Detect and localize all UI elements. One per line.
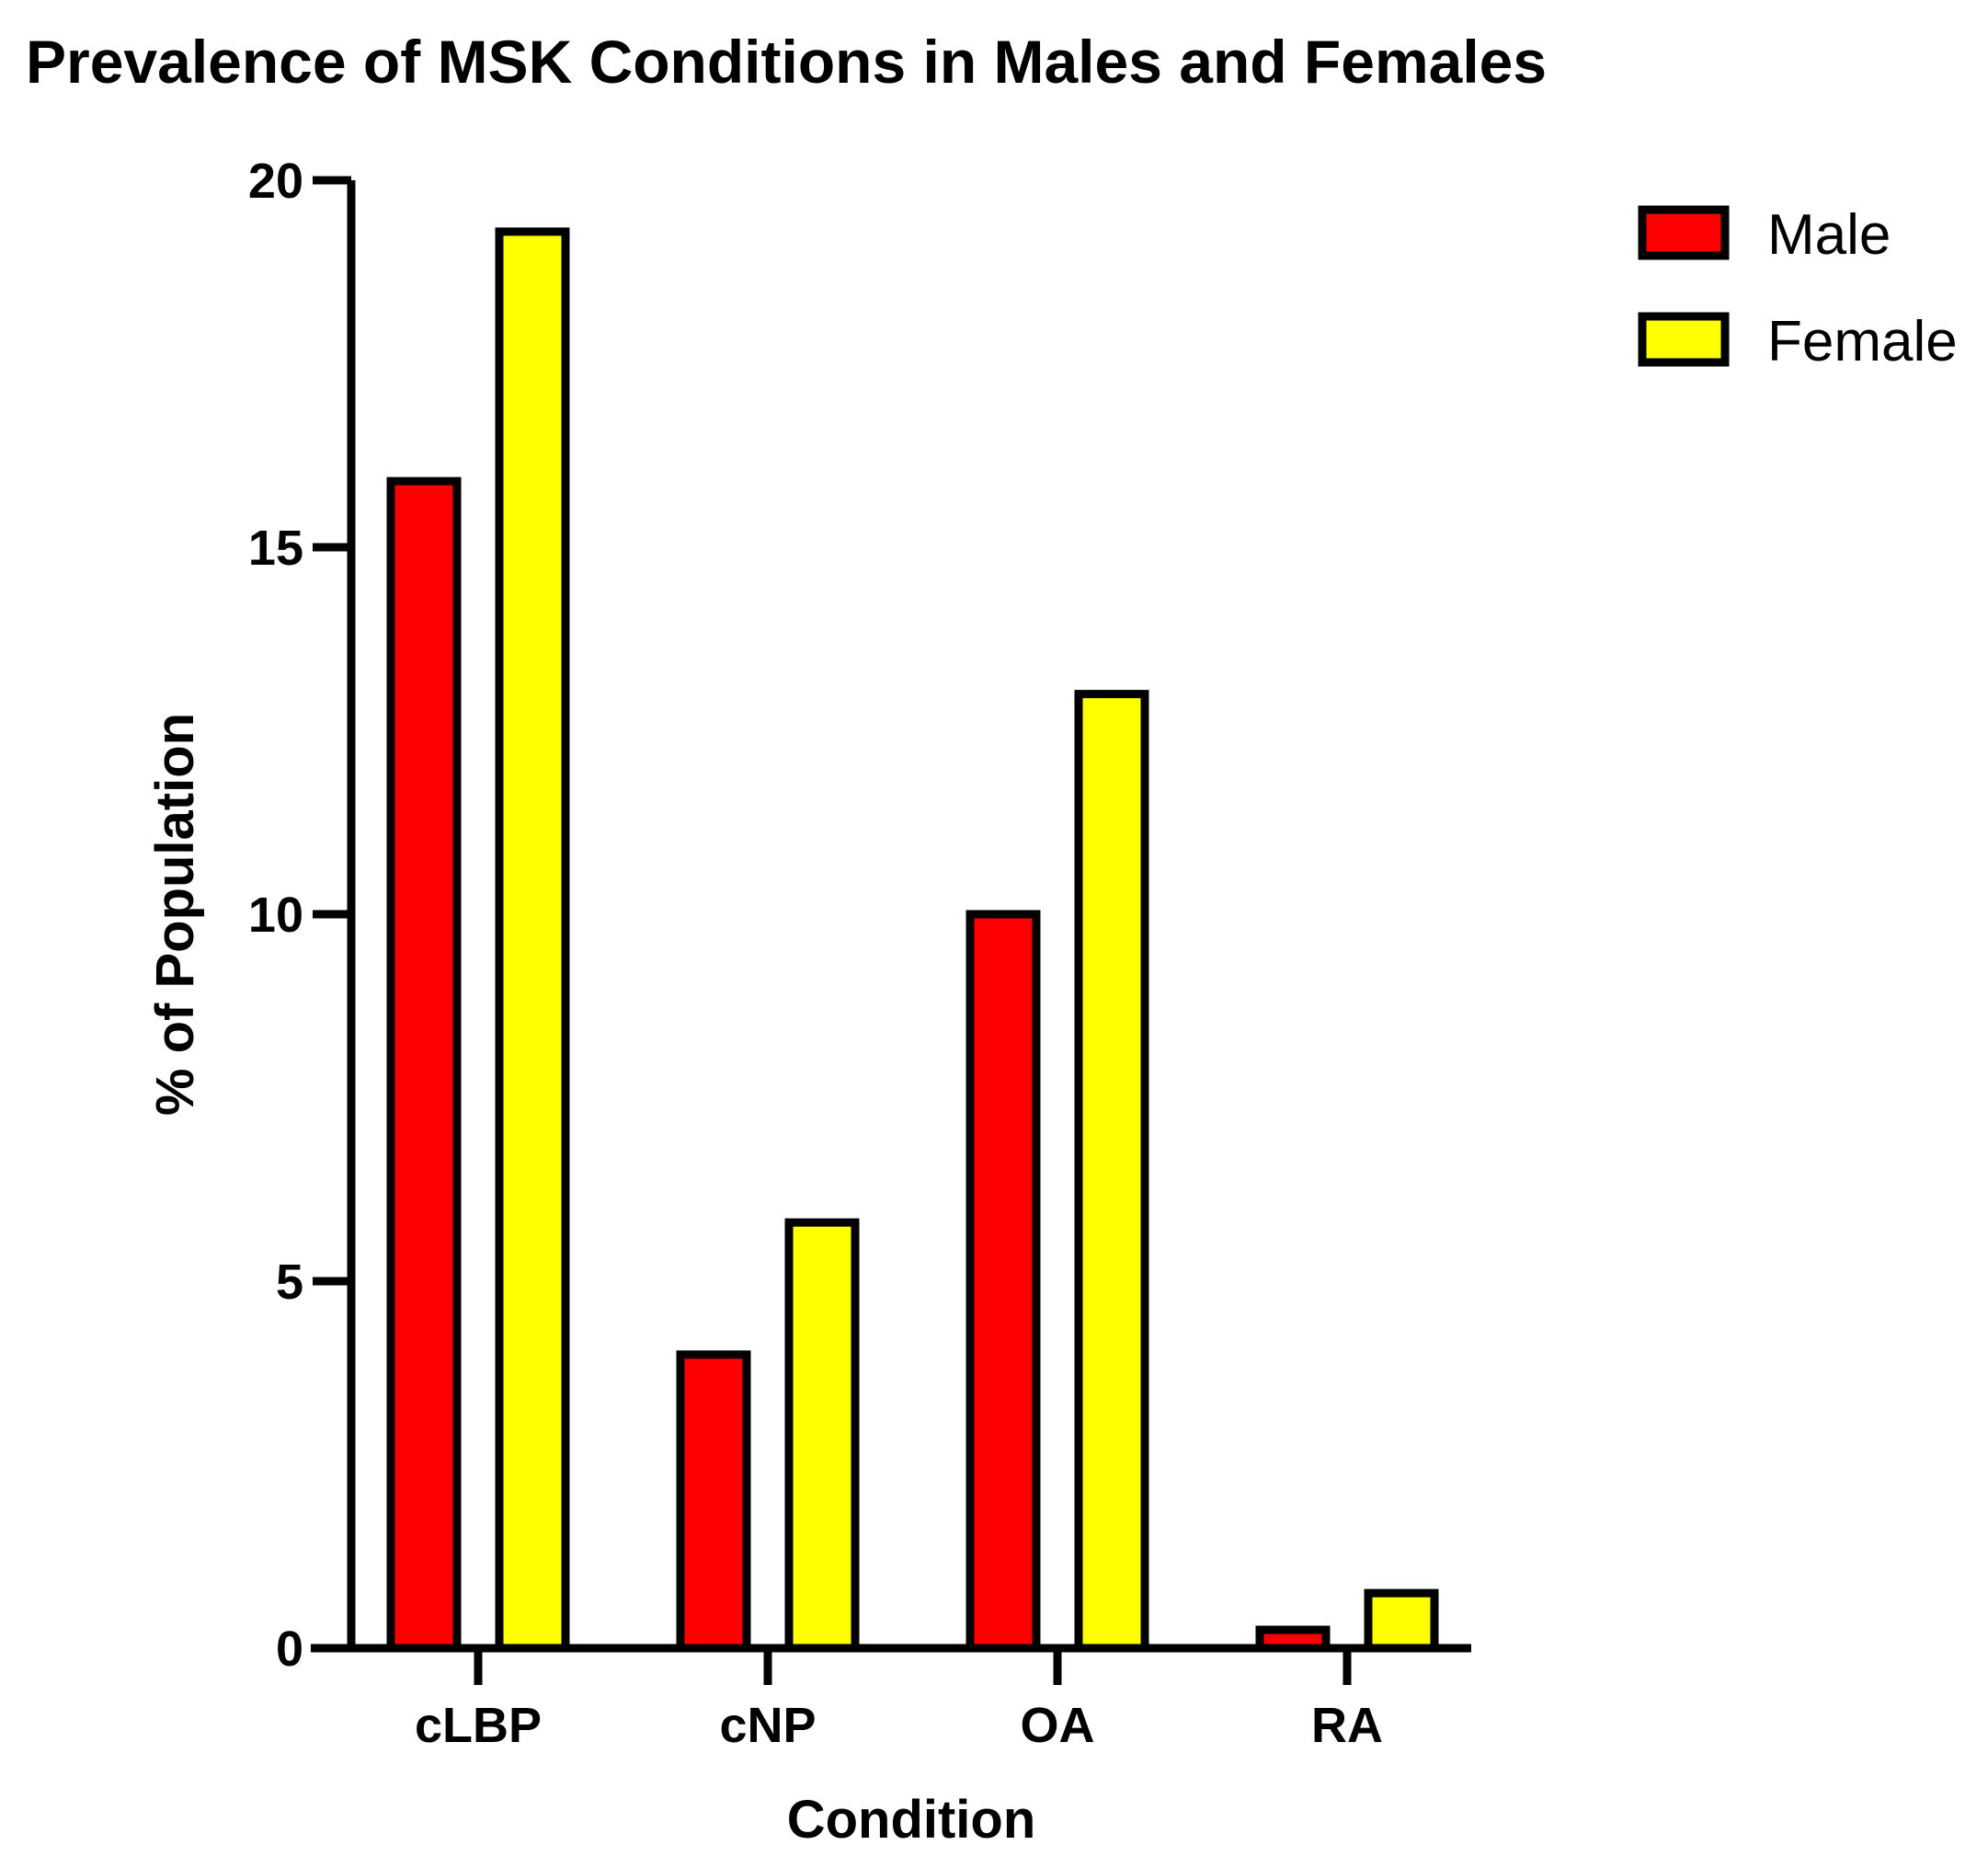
y-tick-label-20: 20 — [248, 154, 303, 209]
bar-female-clbp — [495, 227, 570, 1653]
bar-female-oa — [1074, 690, 1149, 1653]
bar-female-cnp — [784, 1218, 860, 1653]
y-tick-label-0: 0 — [276, 1622, 303, 1677]
y-axis-title: % of Population — [145, 713, 205, 1116]
x-tick-label-ra: RA — [1311, 1698, 1383, 1753]
legend: Male Female — [1638, 203, 1958, 373]
legend-label-female: Female — [1767, 310, 1958, 373]
x-ticks-layer: cLBP cNP OA RA — [415, 1648, 1383, 1753]
x-tick-label-oa: OA — [1021, 1698, 1095, 1753]
legend-label-male: Male — [1767, 203, 1891, 267]
chart-title: Prevalence of MSK Conditions in Males an… — [26, 28, 1547, 96]
legend-swatch-female — [1638, 312, 1730, 367]
bar-male-cnp — [676, 1350, 751, 1653]
legend-swatch-male — [1638, 205, 1730, 260]
y-tick-label-15: 15 — [248, 521, 303, 576]
y-ticks-layer: 0 5 10 15 20 — [248, 154, 351, 1677]
x-tick-label-cnp: cNP — [719, 1698, 816, 1753]
bar-female-ra — [1364, 1588, 1439, 1653]
x-axis-title: Condition — [787, 1790, 1036, 1850]
x-tick-label-clbp: cLBP — [415, 1698, 542, 1753]
bar-male-clbp — [386, 476, 462, 1653]
bars-layer — [386, 227, 1439, 1653]
y-tick-label-10: 10 — [248, 888, 303, 943]
y-tick-label-5: 5 — [276, 1255, 303, 1310]
bar-male-oa — [965, 910, 1041, 1653]
